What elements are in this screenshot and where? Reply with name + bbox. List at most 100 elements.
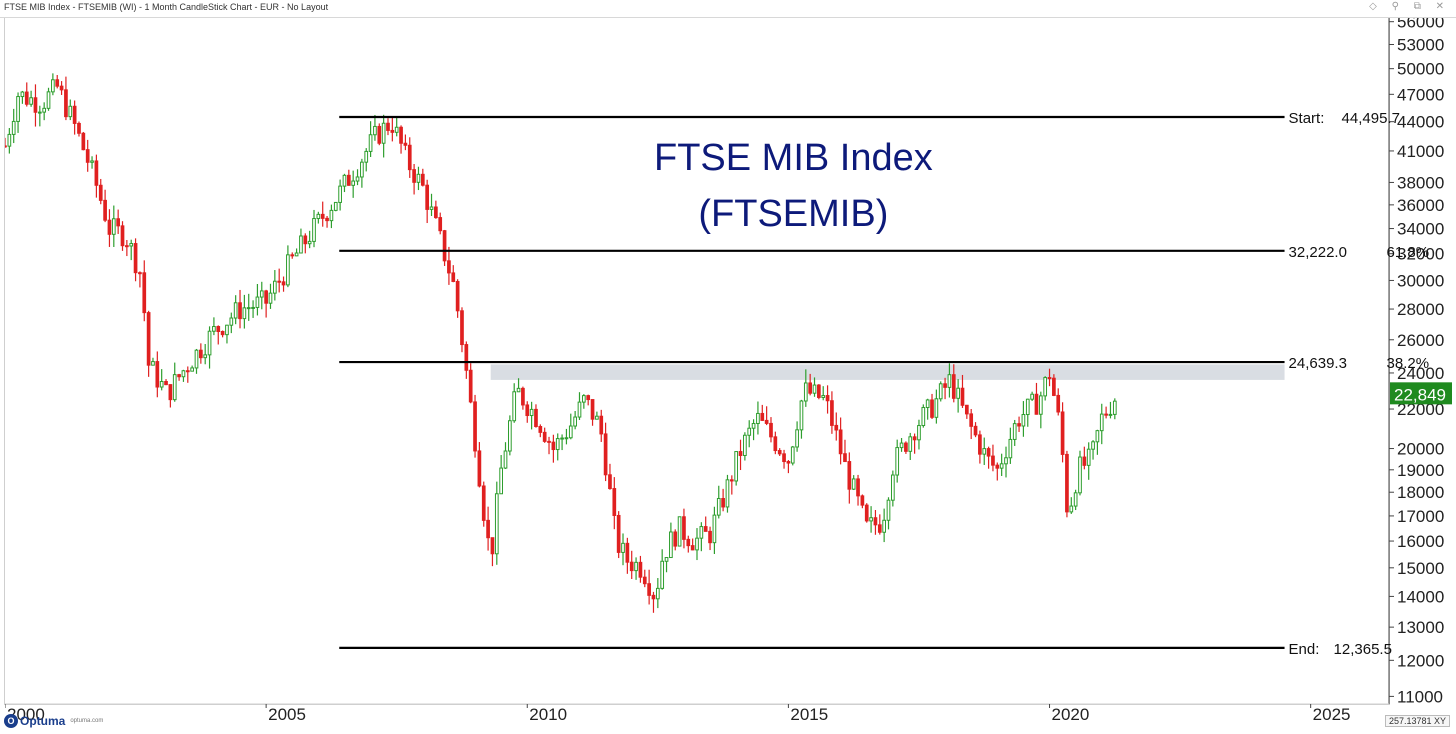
candle-body [490,537,495,555]
fib-level-label: Start: [1289,110,1325,127]
candle-body [181,370,186,378]
candle-body [712,514,717,544]
y-tick-label: 30000 [1397,271,1444,290]
candle-body [660,560,665,589]
candle-body [429,206,434,210]
candle-body [1086,448,1091,466]
y-tick-label: 13000 [1397,618,1444,637]
candle-body [320,213,325,219]
candle-body [869,517,873,522]
candle-body [464,344,469,371]
candle-body [890,474,895,501]
candle-body [838,429,843,455]
candle-body [621,542,625,553]
candle-body [682,516,686,540]
candle-body [1073,492,1078,507]
candle-body [664,557,669,562]
candle-body [608,474,612,490]
candle-body [564,437,569,440]
y-tick-label: 56000 [1397,18,1444,32]
candle-body [690,545,695,551]
candle-body [1047,377,1052,380]
cursor-coordinate-readout: 257.13781 XY [1384,715,1450,727]
candle-body [956,387,960,399]
candle-body [725,479,730,508]
candle-body [1004,457,1008,465]
candle-body [642,576,647,585]
candle-body [677,516,682,547]
candle-body [647,583,651,596]
candle-body [277,280,282,283]
optuma-logo: O Optuma optuma.com [4,714,103,728]
candle-body [216,326,221,332]
candle-body [364,150,369,163]
window-controls-icons[interactable]: ◇ ⚲ ⧉ ✕ [1369,1,1450,12]
candle-body [625,542,630,563]
candle-body [264,290,268,304]
candle-body [1034,393,1039,415]
candle-body [512,391,517,422]
candle-body [125,245,129,248]
candle-body [351,180,356,186]
candle-body [978,434,982,455]
candle-body [7,133,12,147]
candle-body [960,387,965,406]
candle-body [468,369,473,403]
candle-body [90,160,94,163]
candle-body [190,367,194,372]
candle-body [11,120,16,135]
candle-body [738,451,743,456]
candle-body [225,324,229,336]
candle-body [542,431,547,442]
candle-body [46,91,51,109]
candle-body [599,415,604,435]
candle-body [207,330,212,356]
chart-frame: 11000 12000 13000 14000 15000 16000 17000 18000… [4,18,1452,724]
y-tick-label: 15000 [1397,559,1444,578]
candle-body [877,524,882,533]
candle-body [921,407,926,427]
fib-level-value: 61.8% [1387,244,1430,261]
candle-body [1069,505,1074,513]
candlestick-chart[interactable]: 11000 12000 13000 14000 15000 16000 17000 18000… [5,18,1456,728]
candle-body [699,526,704,539]
candle-body [499,467,504,495]
x-tick-label: 2015 [790,705,828,724]
candle-body [33,97,38,113]
fib-level-label: 24,639.3 [1289,355,1347,372]
candle-body [399,126,403,144]
candle-body [338,185,342,203]
y-tick-label: 14000 [1397,587,1444,606]
candle-body [116,218,121,227]
candle-body [233,302,238,319]
candle-body [695,537,699,551]
candle-body [16,96,20,122]
candle-body [1025,398,1030,416]
candle-body [773,436,778,452]
y-tick-label: 18000 [1397,483,1444,502]
candle-body [155,361,160,388]
candle-body [360,161,364,178]
candle-body [573,416,577,427]
candle-body [590,399,595,420]
candle-body [146,312,151,366]
candle-body [729,479,734,482]
candle-body [394,126,399,133]
candle-body [747,427,752,436]
candle-body [834,424,839,431]
candle-body [1043,377,1048,397]
candle-body [355,176,360,182]
candle-body [856,478,860,497]
candle-body [629,561,634,572]
candle-body [995,464,1000,469]
candle-body [486,519,490,539]
candle-body [851,478,856,490]
fib-level-value: 38.2% [1387,355,1430,372]
candle-body [782,453,786,463]
candle-body [281,281,286,286]
candle-body [238,302,242,320]
candle-body [268,292,273,304]
candle-body [555,438,560,451]
candle-body [860,495,865,506]
candle-body [307,240,312,245]
